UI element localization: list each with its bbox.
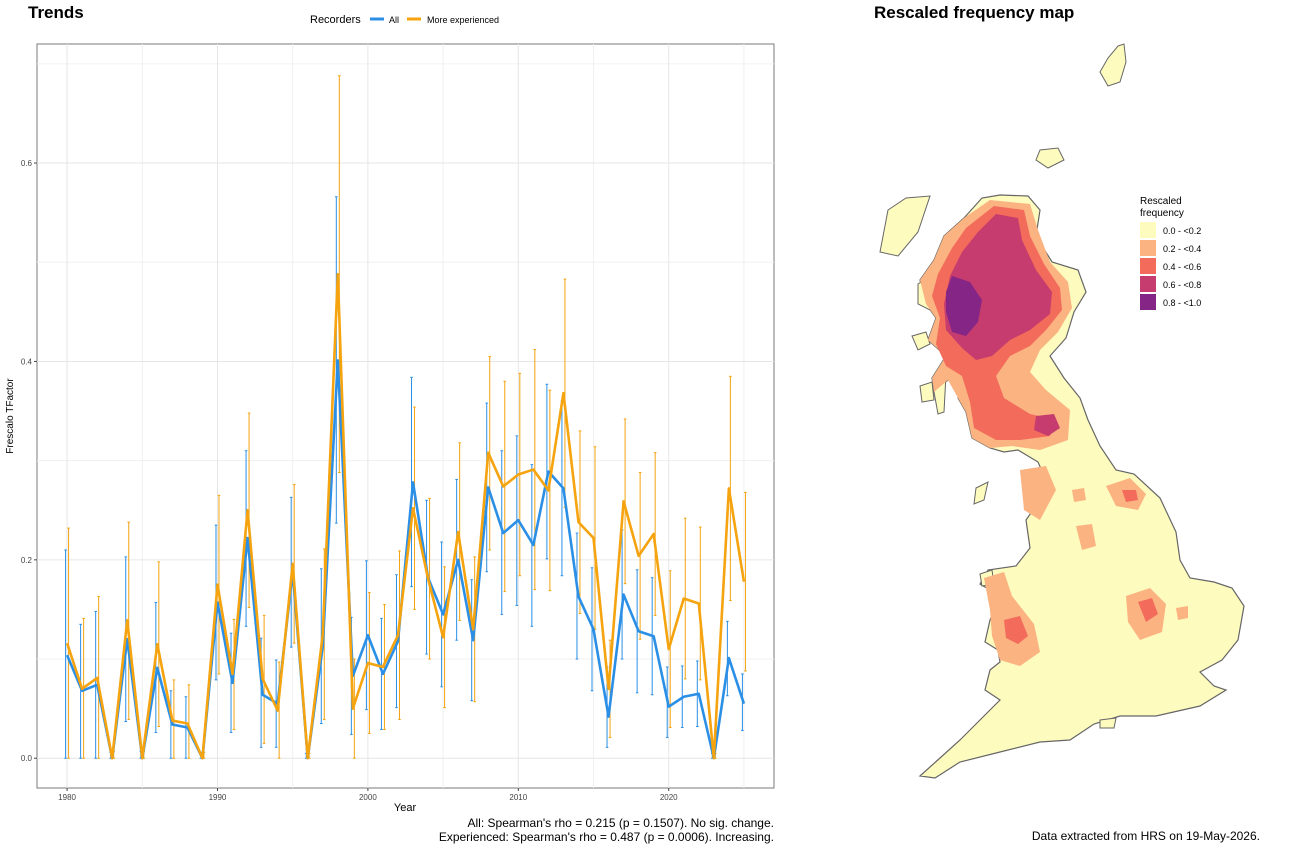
freq-0-2-east — [1126, 588, 1166, 640]
legend-label-more-experienced: More experienced — [427, 15, 499, 25]
map-legend-swatch — [1140, 294, 1156, 310]
map-land — [879, 43, 1245, 779]
isle-of-man — [973, 481, 989, 505]
freq-0-2-mid — [1076, 524, 1096, 550]
y-tick-label: 0.4 — [21, 357, 33, 366]
freq-0-4-east — [1138, 598, 1158, 622]
freq-0-2-peak — [1020, 466, 1056, 520]
y-axis-ticks: 0.0 0.2 0.4 0.6 — [21, 159, 37, 763]
x-tick-label: 1990 — [209, 793, 227, 802]
map-legend-label: 0.2 - <0.4 — [1163, 244, 1201, 254]
freq-0-2-scotland — [920, 200, 1072, 450]
shetland — [1099, 43, 1127, 87]
map-legend-label: 0.6 - <0.8 — [1163, 280, 1201, 290]
map-title: Rescaled frequency map — [874, 3, 1075, 22]
mull — [911, 331, 931, 351]
trend-stats-notes: All: Spearman's rho = 0.215 (p = 0.1507)… — [439, 816, 774, 844]
anglesey — [979, 569, 995, 587]
grid-lines — [37, 44, 774, 788]
x-tick-label: 1980 — [58, 793, 76, 802]
kintyre — [933, 369, 947, 415]
islay — [919, 381, 935, 403]
britain-outline — [918, 194, 1245, 779]
trends-chart: Recorders All More experienced 1980 1990 2… — [5, 14, 775, 814]
map-legend-swatch — [1140, 258, 1156, 274]
legend-title: Recorders — [310, 14, 361, 26]
chart-legend: Recorders All More experienced — [310, 14, 499, 26]
x-tick-label: 2020 — [660, 793, 678, 802]
freq-0-2-york — [1106, 478, 1146, 510]
freq-0-4-scotland — [932, 206, 1062, 440]
x-axis-label: Year — [394, 802, 417, 814]
map-legend-swatch — [1140, 222, 1156, 238]
y-tick-label: 0.2 — [21, 556, 33, 565]
note-experienced: Experienced: Spearman's rho = 0.487 (p =… — [438, 830, 774, 844]
freq-0-4-york — [1122, 490, 1138, 502]
map-legend-title-line1: Rescaled — [1140, 196, 1182, 207]
note-all: All: Spearman's rho = 0.215 (p = 0.1507)… — [467, 816, 774, 830]
freq-0-2-north — [1072, 488, 1086, 502]
orkney — [1035, 147, 1065, 169]
freq-0-6-perth — [1034, 414, 1060, 436]
map-frequency-blobs — [920, 200, 1188, 666]
map-legend-title-line2: frequency — [1140, 208, 1184, 219]
trends-title: Trends — [28, 3, 84, 22]
map-legend-swatch — [1140, 276, 1156, 292]
freq-0-4-wales — [1004, 616, 1028, 644]
series-layer — [64, 75, 747, 760]
map-legend-label: 0.8 - <1.0 — [1163, 298, 1201, 308]
data-extracted-note: Data extracted from HRS on 19-May-2026. — [1031, 829, 1260, 843]
map-legend: Rescaled frequency 0.0 - <0.2 0.2 - <0.4… — [1140, 196, 1201, 310]
x-tick-label: 2010 — [509, 793, 527, 802]
series-line-more-experienced — [65, 272, 746, 760]
legend-label-all: All — [389, 15, 399, 25]
freq-0-2-wales — [984, 572, 1040, 666]
freq-0-2-south — [1176, 606, 1188, 620]
skye — [917, 275, 939, 311]
x-axis-ticks: 1980 1990 2000 2010 2020 — [58, 788, 678, 802]
y-axis-label: Frescalo TFactor — [5, 378, 16, 454]
y-tick-label: 0.6 — [21, 159, 33, 168]
isle-of-wight — [1099, 717, 1117, 729]
map-legend-label: 0.4 - <0.6 — [1163, 262, 1201, 272]
x-tick-label: 2000 — [359, 793, 377, 802]
y-tick-label: 0.0 — [21, 754, 33, 763]
freq-0-8-scotland — [946, 276, 982, 336]
outer-hebrides — [879, 195, 931, 257]
freq-0-6-scotland — [944, 214, 1052, 360]
map-legend-swatch — [1140, 240, 1156, 256]
map-legend-label: 0.0 - <0.2 — [1163, 226, 1201, 236]
plot-panel — [36, 43, 775, 789]
